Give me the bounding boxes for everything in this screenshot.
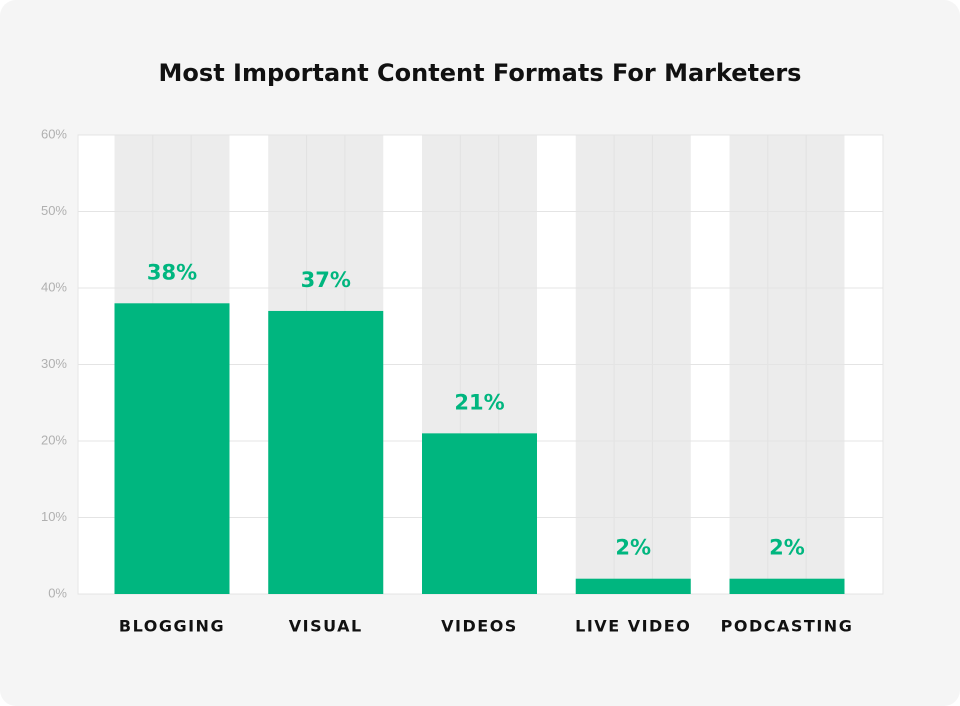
value-label: 38% (147, 260, 197, 284)
y-tick-label: 60% (41, 126, 67, 141)
y-tick-label: 50% (41, 203, 67, 218)
x-tick-label: LIVE VIDEO (575, 617, 691, 636)
value-label: 2% (769, 536, 805, 560)
y-tick-label: 40% (41, 279, 67, 294)
x-tick-label: BLOGGING (119, 617, 225, 636)
value-label: 37% (301, 268, 351, 292)
chart-title: Most Important Content Formats For Marke… (159, 59, 802, 87)
y-tick-label: 0% (48, 585, 67, 600)
y-tick-label: 30% (41, 356, 67, 371)
bar (268, 310, 384, 594)
bar (114, 303, 230, 594)
y-tick-label: 10% (41, 509, 67, 524)
x-tick-label: VIDEOS (441, 617, 518, 636)
value-label: 21% (454, 390, 504, 414)
bar (729, 578, 845, 594)
value-label: 2% (615, 536, 651, 560)
bar (422, 433, 537, 594)
bar (575, 578, 691, 594)
x-tick-label: VISUAL (289, 617, 363, 636)
y-tick-label: 20% (41, 432, 67, 447)
x-tick-label: PODCASTING (721, 617, 854, 636)
